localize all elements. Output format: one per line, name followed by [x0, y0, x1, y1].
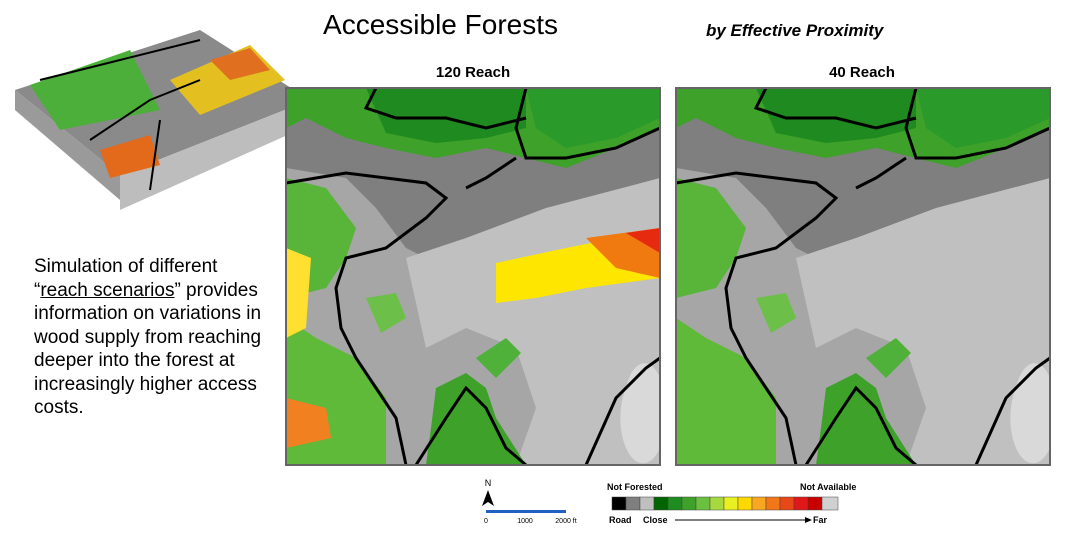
terrain-block: [15, 30, 310, 210]
subtitle: by Effective Proximity: [706, 21, 885, 40]
panel-title: 120 Reach: [436, 64, 510, 81]
north-label: N: [485, 478, 492, 488]
legend-label: Far: [813, 515, 828, 525]
panel-title: 40 Reach: [829, 64, 895, 81]
scale-label: 0: [484, 518, 488, 525]
legend-arrowhead: [805, 517, 812, 523]
legend-label: Not Forested: [607, 482, 663, 492]
north-arrow: N: [482, 478, 494, 506]
legend: [611, 496, 839, 511]
description-link: reach scenarios: [40, 279, 175, 301]
description: Simulation of different “reach scenarios…: [34, 255, 264, 420]
title: Accessible Forests: [323, 9, 558, 40]
description-text: Simulation of different “: [34, 256, 218, 301]
scale-bar: 0 1000 2000 ft: [484, 510, 577, 525]
description-text: ” provides information on variations in …: [34, 279, 262, 419]
map-120-reach: [284, 86, 662, 467]
legend-label: Road: [609, 515, 632, 525]
scale-label: 1000: [517, 518, 533, 525]
scale-label: 2000 ft: [555, 518, 576, 525]
legend-label: Close: [643, 515, 668, 525]
legend-label: Not Available: [800, 482, 856, 492]
map-40-reach: [674, 86, 1052, 467]
